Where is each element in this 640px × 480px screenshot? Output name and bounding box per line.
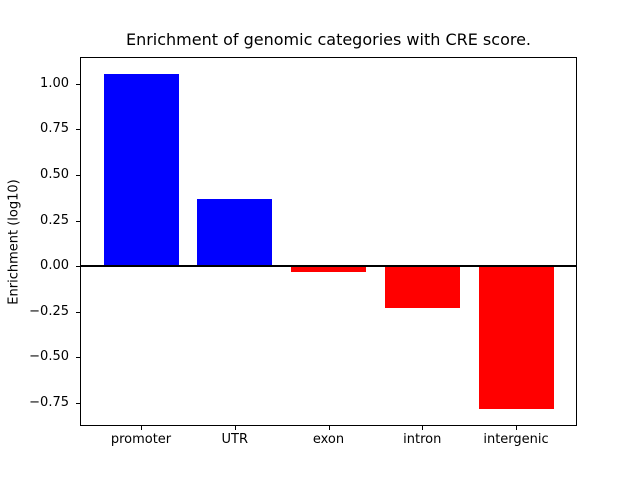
x-tick-mark bbox=[328, 426, 330, 430]
y-tick-label: 1.00 bbox=[40, 75, 69, 91]
bar-UTR bbox=[197, 198, 273, 267]
bar-intron bbox=[384, 266, 460, 309]
chart-title: Enrichment of genomic categories with CR… bbox=[125, 30, 532, 49]
x-tick-mark bbox=[141, 426, 142, 430]
zero-line bbox=[81, 265, 576, 268]
y-tick-mark bbox=[76, 403, 80, 405]
y-tick-label: 0.75 bbox=[40, 121, 69, 137]
y-tick-label: 0.50 bbox=[40, 166, 69, 182]
y-axis-label: Enrichment (log10) bbox=[6, 179, 22, 305]
x-tick-label-exon: exon bbox=[312, 432, 345, 447]
y-tick-mark bbox=[76, 311, 80, 313]
y-tick-mark bbox=[76, 357, 80, 359]
y-tick-mark bbox=[76, 83, 80, 85]
y-tick-mark bbox=[76, 174, 80, 176]
y-tick-label: 0.25 bbox=[40, 212, 69, 228]
y-tick-mark bbox=[76, 266, 80, 268]
x-tick-mark bbox=[422, 426, 424, 430]
x-tick-label-UTR: UTR bbox=[221, 432, 249, 447]
plot-area bbox=[80, 57, 577, 426]
x-tick-label-promoter: promoter bbox=[110, 432, 172, 447]
x-tick-label-intron: intron bbox=[403, 432, 442, 447]
x-tick-label-intergenic: intergenic bbox=[483, 432, 549, 447]
bar-intergenic bbox=[478, 266, 554, 409]
y-tick-mark bbox=[76, 220, 80, 222]
bar-exon bbox=[291, 266, 366, 272]
x-tick-mark bbox=[516, 426, 517, 430]
y-tick-label: −0.75 bbox=[29, 395, 69, 411]
x-tick-mark bbox=[234, 426, 236, 430]
y-tick-label: 0.00 bbox=[40, 258, 69, 274]
y-tick-label: −0.50 bbox=[29, 349, 69, 365]
bar-promoter bbox=[103, 74, 179, 267]
y-tick-label: −0.25 bbox=[29, 303, 69, 319]
y-tick-mark bbox=[76, 129, 80, 131]
